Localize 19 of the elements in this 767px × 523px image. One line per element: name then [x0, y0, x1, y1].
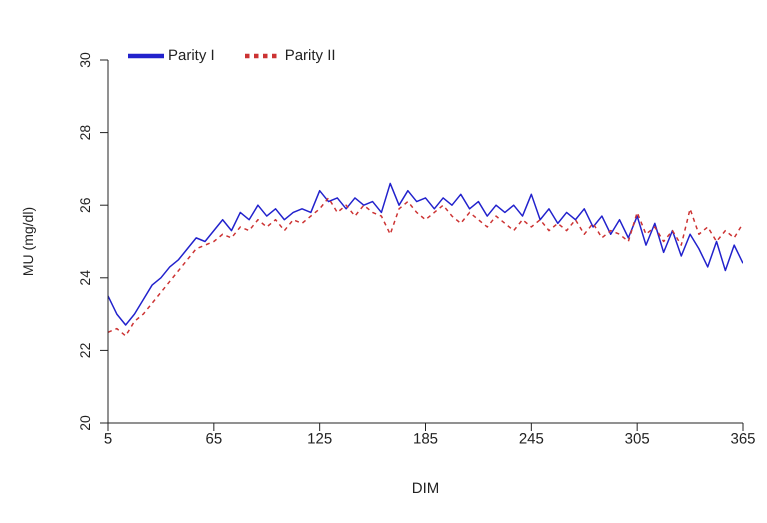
x-tick-label: 365 — [730, 430, 756, 448]
y-tick-label: 28 — [77, 124, 93, 140]
y-tick-label: 22 — [77, 342, 93, 358]
x-axis-title: DIM — [412, 480, 440, 497]
y-tick-label: 26 — [77, 197, 93, 213]
y-tick-label: 24 — [77, 270, 93, 286]
x-tick-label: 125 — [307, 430, 332, 448]
x-tick-label: 185 — [412, 430, 438, 448]
x-tick-label: 245 — [518, 430, 544, 448]
line-series — [108, 182, 743, 326]
line-series — [108, 197, 743, 337]
x-tick-label: 5 — [104, 430, 112, 448]
y-tick-label: 30 — [77, 52, 93, 68]
y-axis-title: MU (mg/dl) — [20, 206, 36, 276]
legend-label: Parity II — [284, 46, 336, 64]
y-tick-label: 20 — [77, 415, 93, 431]
legend-label: Parity I — [168, 46, 215, 64]
x-tick-label: 305 — [624, 430, 650, 448]
x-tick-label: 65 — [205, 430, 222, 448]
